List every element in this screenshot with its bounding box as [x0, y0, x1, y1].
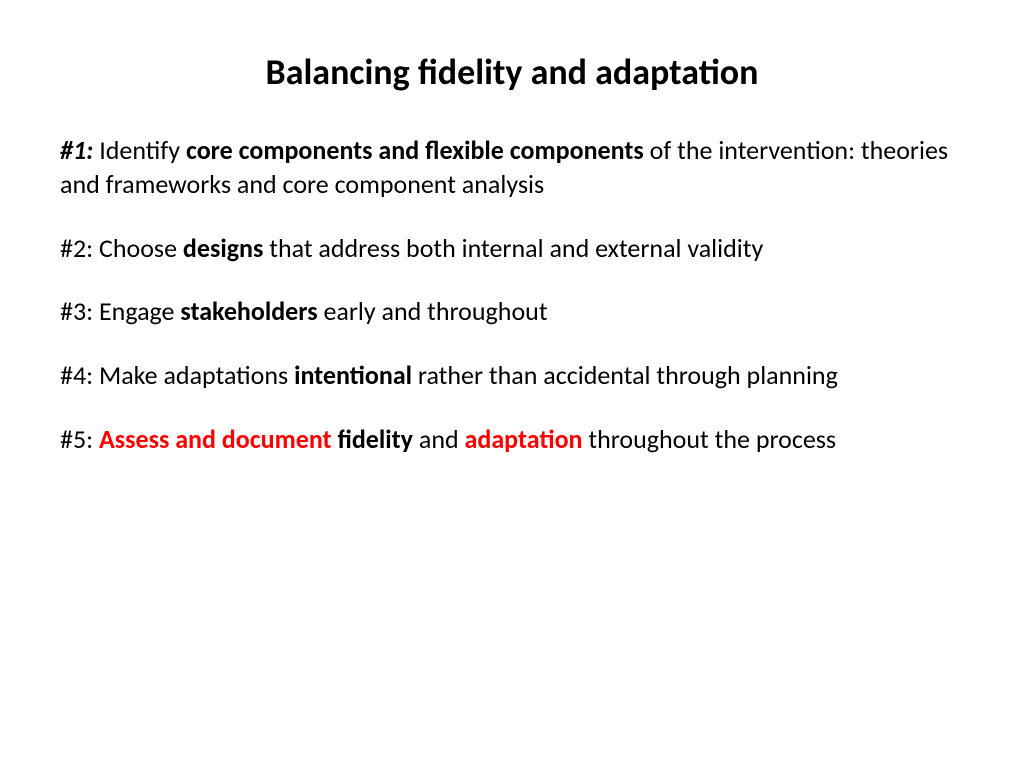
list-item-prefix: #1:	[60, 134, 93, 166]
list-item-segment: Engage	[93, 295, 180, 327]
list-item: #1: Identify core components and flexibl…	[60, 134, 964, 202]
list-item-segment: and	[413, 423, 465, 455]
list-item-segment: stakeholders	[180, 295, 317, 327]
list-item-prefix: #2:	[60, 232, 93, 264]
list-item-segment: early and throughout	[318, 295, 548, 327]
list-item-segment: adaptation	[465, 423, 583, 455]
list-item-segment: fidelity	[337, 423, 413, 455]
list-item-segment: Choose	[93, 232, 183, 264]
list-item-segment: Identify	[93, 134, 186, 166]
list-item-segment: Make adaptations	[93, 359, 294, 391]
list-item-segment: designs	[183, 232, 263, 264]
slide-body: #1: Identify core components and flexibl…	[60, 134, 964, 457]
slide-title: Balancing fidelity and adaptation	[60, 50, 964, 94]
slide: Balancing fidelity and adaptation #1: Id…	[0, 0, 1024, 768]
list-item: #2: Choose designs that address both int…	[60, 232, 964, 266]
list-item-segment: rather than accidental through planning	[412, 359, 838, 391]
list-item: #4: Make adaptations intentional rather …	[60, 359, 964, 393]
list-item-segment: Assess and document	[99, 423, 332, 455]
list-item-prefix: #4:	[60, 359, 93, 391]
list-item-segment: intentional	[294, 359, 412, 391]
list-item: #5: Assess and document fidelity and ada…	[60, 423, 964, 457]
list-item-prefix: #5:	[60, 423, 93, 455]
list-item-segment: throughout the process	[583, 423, 837, 455]
list-item-prefix: #3:	[60, 295, 93, 327]
list-item-segment: core components and flexible components	[186, 134, 644, 166]
list-item: #3: Engage stakeholders early and throug…	[60, 295, 964, 329]
list-item-segment: that address both internal and external …	[263, 232, 763, 264]
